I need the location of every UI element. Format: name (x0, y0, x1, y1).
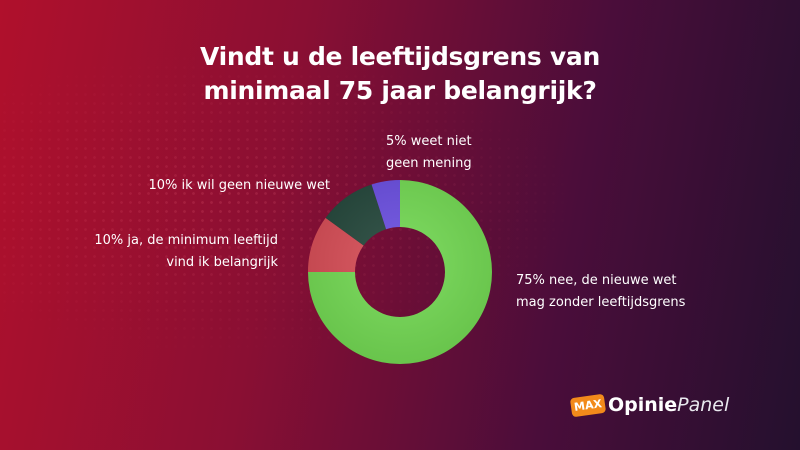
slice-label-line: geen mening (386, 156, 472, 171)
slice-label-line: 75% nee, de nieuwe wet (516, 273, 677, 288)
slice-label-line: vind ik belangrijk (166, 255, 278, 270)
max-badge: MAX (569, 393, 607, 417)
max-opiniepanel-logo: MAX OpiniePanel (569, 393, 729, 424)
brand-name: OpiniePanel (608, 394, 729, 416)
slice-label-dont-know: 5% weet niet geen mening (386, 131, 472, 175)
slice-label-line: mag zonder leeftijdsgrens (516, 295, 686, 310)
chart-title-line: minimaal 75 jaar belangrijk? (203, 76, 597, 105)
chart-title-line: Vindt u de leeftijdsgrens van (200, 42, 600, 71)
donut-shading-overlay (308, 180, 492, 364)
slice-label-yes-important: 10% ja, de minimum leeftijd vind ik bela… (94, 230, 278, 274)
slice-label-no-new-law: 10% ik wil geen nieuwe wet (149, 175, 331, 197)
slice-label-line: 5% weet niet (386, 134, 472, 149)
brand-name-bold: Opinie (607, 394, 678, 416)
slice-label-line: 10% ik wil geen nieuwe wet (148, 178, 331, 193)
brand-name-italic: Panel (677, 394, 730, 416)
slice-label-line: 10% ja, de minimum leeftijd (94, 233, 278, 248)
slice-label-no-age-limit: 75% nee, de nieuwe wet mag zonder leefti… (516, 270, 685, 314)
chart-title: Vindt u de leeftijdsgrens van minimaal 7… (0, 40, 800, 108)
